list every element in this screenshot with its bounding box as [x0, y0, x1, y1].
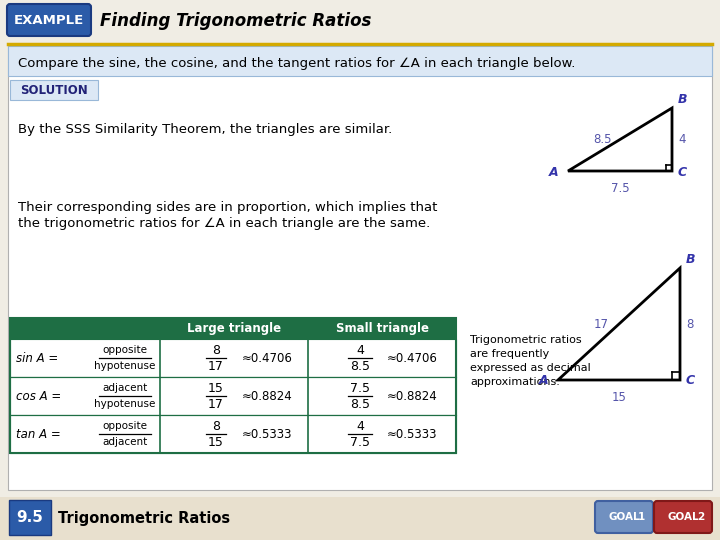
Text: B: B [678, 93, 688, 106]
Text: 8: 8 [686, 318, 693, 330]
Text: ≈0.4706: ≈0.4706 [387, 352, 438, 365]
Text: Trigonometric Ratios: Trigonometric Ratios [58, 510, 230, 525]
Text: 4: 4 [356, 343, 364, 356]
Polygon shape [568, 108, 672, 171]
FancyBboxPatch shape [654, 501, 712, 533]
Text: 7.5: 7.5 [350, 381, 370, 395]
FancyBboxPatch shape [595, 501, 653, 533]
Text: ≈0.5333: ≈0.5333 [387, 428, 438, 441]
Text: 8.5: 8.5 [593, 133, 612, 146]
Text: Small triangle: Small triangle [336, 322, 428, 335]
FancyBboxPatch shape [9, 500, 51, 535]
Text: GOAL: GOAL [667, 512, 699, 522]
Text: cos A =: cos A = [16, 389, 61, 402]
FancyBboxPatch shape [10, 339, 456, 377]
Text: C: C [678, 165, 687, 179]
Text: 4: 4 [678, 133, 685, 146]
FancyBboxPatch shape [10, 80, 98, 100]
Text: 17: 17 [208, 361, 224, 374]
Text: 9.5: 9.5 [17, 510, 43, 525]
Text: ≈0.8824: ≈0.8824 [242, 389, 293, 402]
Text: Finding Trigonometric Ratios: Finding Trigonometric Ratios [100, 12, 372, 30]
Text: ≈0.4706: ≈0.4706 [242, 352, 293, 365]
Text: C: C [686, 375, 695, 388]
Text: A: A [549, 165, 558, 179]
FancyBboxPatch shape [7, 4, 91, 36]
Text: ≈0.5333: ≈0.5333 [242, 428, 292, 441]
Text: the trigonometric ratios for ∠A in each triangle are the same.: the trigonometric ratios for ∠A in each … [18, 217, 431, 230]
Text: A: A [539, 375, 548, 388]
Text: Large triangle: Large triangle [187, 322, 281, 335]
Text: 7.5: 7.5 [350, 436, 370, 449]
FancyBboxPatch shape [0, 497, 720, 540]
Text: By the SSS Similarity Theorem, the triangles are similar.: By the SSS Similarity Theorem, the trian… [18, 124, 392, 137]
Text: 17: 17 [594, 318, 609, 330]
Text: 15: 15 [208, 436, 224, 449]
Text: tan A =: tan A = [16, 428, 60, 441]
FancyBboxPatch shape [10, 318, 456, 339]
FancyBboxPatch shape [8, 45, 712, 490]
Text: 15: 15 [208, 381, 224, 395]
Text: 2: 2 [697, 512, 704, 522]
Text: sin A =: sin A = [16, 352, 58, 365]
FancyBboxPatch shape [10, 415, 456, 453]
Text: 8: 8 [212, 343, 220, 356]
Text: 1: 1 [638, 512, 645, 522]
Text: hypotenuse: hypotenuse [94, 361, 156, 371]
Text: Trigonometric ratios
are frequently
expressed as decimal
approximations.: Trigonometric ratios are frequently expr… [470, 335, 590, 387]
Text: GOAL: GOAL [608, 512, 640, 522]
Text: ≈0.8824: ≈0.8824 [387, 389, 438, 402]
Text: EXAMPLE: EXAMPLE [14, 15, 84, 28]
FancyBboxPatch shape [8, 46, 712, 76]
Text: adjacent: adjacent [102, 383, 148, 393]
Text: 8.5: 8.5 [350, 399, 370, 411]
Text: adjacent: adjacent [102, 437, 148, 447]
Text: SOLUTION: SOLUTION [20, 84, 88, 98]
Text: 8.5: 8.5 [350, 361, 370, 374]
Text: Compare the sine, the cosine, and the tangent ratios for ∠A in each triangle bel: Compare the sine, the cosine, and the ta… [18, 57, 575, 70]
Text: opposite: opposite [102, 421, 148, 431]
Text: hypotenuse: hypotenuse [94, 399, 156, 409]
Polygon shape [558, 268, 680, 380]
Text: Their corresponding sides are in proportion, which implies that: Their corresponding sides are in proport… [18, 201, 437, 214]
Text: 7.5: 7.5 [611, 182, 629, 195]
Text: 8: 8 [212, 420, 220, 433]
Text: 4: 4 [356, 420, 364, 433]
Text: B: B [686, 253, 696, 266]
FancyBboxPatch shape [10, 377, 456, 415]
Text: 15: 15 [611, 391, 626, 404]
Text: opposite: opposite [102, 345, 148, 355]
Text: 17: 17 [208, 399, 224, 411]
